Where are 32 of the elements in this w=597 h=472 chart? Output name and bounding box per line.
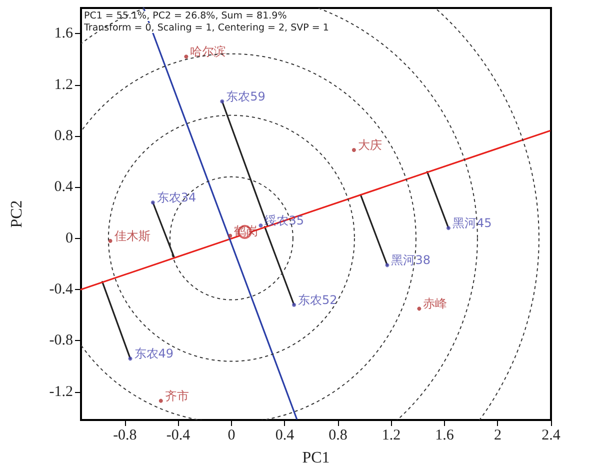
- data-label: 黑河45: [452, 216, 492, 230]
- x-tick-label: 1.6: [435, 428, 454, 444]
- x-tick-label: 0.8: [328, 428, 348, 444]
- data-label: 东农52: [298, 292, 338, 307]
- data-label: 齐市: [164, 388, 189, 403]
- data-label: 东农49: [134, 346, 174, 361]
- data-label: 哈尔滨: [190, 44, 226, 59]
- y-tick-label: -1.2: [49, 384, 73, 400]
- data-label: 佳木斯: [114, 228, 150, 243]
- data-label: 东农34: [156, 190, 196, 204]
- x-tick-label: 0: [228, 428, 236, 444]
- y-tick-label: 0.4: [54, 179, 74, 196]
- annotation: Transform = 0, Scaling = 1, Centering = 2, SVP = 1: [83, 22, 329, 34]
- x-tick-label: -0.4: [166, 428, 191, 444]
- y-tick-label: -0.8: [49, 332, 73, 349]
- x-tick-label: 2.4: [542, 428, 561, 444]
- y-tick-label: 1.6: [54, 26, 74, 42]
- y-tick-label: -0.4: [49, 281, 74, 298]
- data-label: 大庆: [358, 138, 382, 152]
- x-axis-title: PC1: [302, 450, 330, 466]
- y-axis-title: PC2: [8, 200, 26, 228]
- y-tick-label: 0.8: [54, 128, 73, 144]
- x-tick-label: 0.4: [275, 428, 295, 444]
- annotation: PC1 = 55.1%, PC2 = 26.8%, Sum = 81.9%: [84, 10, 287, 22]
- y-tick-label: 1.2: [54, 76, 73, 93]
- x-tick-label: 2: [494, 428, 502, 444]
- data-label: 黑河38: [391, 253, 431, 268]
- data-label: 赤峰: [423, 296, 448, 311]
- x-tick-label: -0.8: [113, 428, 137, 444]
- y-tick-label: 0: [66, 230, 73, 246]
- data-label: 东农59: [226, 89, 266, 104]
- x-tick-label: 1.2: [382, 428, 401, 444]
